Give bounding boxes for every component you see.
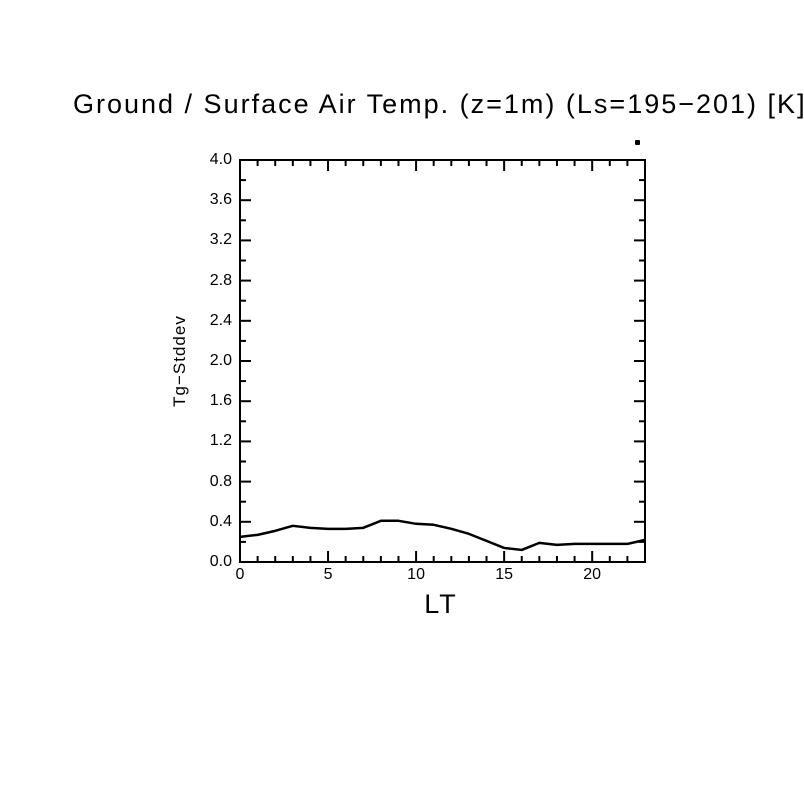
plot-area (239, 159, 646, 563)
x-tick-label: 10 (407, 566, 425, 583)
y-tick-label: 3.6 (209, 191, 232, 209)
y-tick-label: 1.2 (209, 432, 232, 450)
y-tick-label: 2.4 (209, 311, 232, 329)
x-tick-label: 5 (323, 566, 333, 583)
x-tick-label: 15 (495, 566, 514, 583)
y-tick-label: 1.6 (209, 392, 232, 410)
x-tick-label: 20 (583, 566, 602, 583)
y-tick-label: 0.8 (209, 472, 232, 490)
speck-artifact (635, 140, 640, 145)
x-axis-label: LT (424, 589, 458, 619)
x-tick-label: 0 (235, 566, 245, 583)
y-tick-label: 2.8 (209, 271, 232, 289)
y-tick-label: 0.4 (209, 512, 232, 530)
y-tick-label: 3.2 (209, 231, 232, 249)
y-tick-label: 2.0 (209, 352, 232, 369)
y-tick-label: 4.0 (209, 151, 232, 168)
axis-frame (239, 159, 646, 563)
y-tick-label: 0.0 (209, 553, 232, 570)
chart-title: Ground / Surface Air Temp. (z=1m) (Ls=19… (73, 89, 804, 119)
data-line (239, 519, 646, 552)
